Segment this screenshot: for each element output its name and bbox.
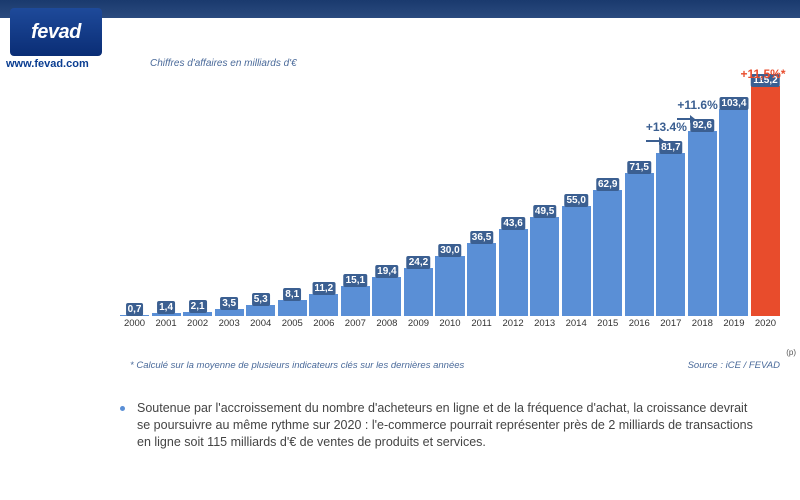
arrow-right-icon: [646, 137, 664, 145]
x-axis-label: 2002: [187, 318, 208, 329]
x-axis-label: 2004: [250, 318, 271, 329]
x-axis-label: 2015: [597, 318, 618, 329]
bar: 92,6: [688, 131, 717, 316]
bar-col: 30,0 2010: [435, 256, 464, 329]
bar-value-label: 11,2: [312, 282, 335, 295]
bar: 62,9: [593, 190, 622, 316]
chart-subtitle: Chiffres d'affaires en milliards d'€: [150, 58, 297, 69]
bar-col: 49,5 2013: [530, 217, 559, 329]
bar-col: 103,4 2019: [719, 109, 748, 329]
bar-value-label: 3,5: [220, 297, 238, 310]
x-axis-label: 2010: [439, 318, 460, 329]
arrow-right-icon: [677, 115, 695, 123]
bar-value-label: 1,4: [157, 301, 175, 314]
bar: 24,2: [404, 268, 433, 316]
x-axis-label: 2013: [534, 318, 555, 329]
bar-value-label: 19,4: [375, 265, 398, 278]
x-axis-label: 2017: [660, 318, 681, 329]
bar-col: 81,7 2017: [656, 153, 685, 329]
bar-value-label: 2,1: [189, 300, 207, 313]
x-axis-label: 2018: [692, 318, 713, 329]
x-axis-label: 2009: [408, 318, 429, 329]
bar-col: 15,1 2007: [341, 286, 370, 329]
bar-col: 2,1 2002: [183, 312, 212, 329]
bar-col: 36,5 2011: [467, 243, 496, 329]
bar: 15,1: [341, 286, 370, 316]
bar: 11,2: [309, 294, 338, 316]
bar: 49,5: [530, 217, 559, 316]
x-axis-label: 2007: [345, 318, 366, 329]
bar-col: 92,6 2018: [688, 131, 717, 329]
bar-value-label: 15,1: [344, 274, 367, 287]
x-axis-label: 2019: [723, 318, 744, 329]
growth-annotation: +11,5%*: [740, 67, 785, 81]
body-text: Soutenue par l'accroissement du nombre d…: [137, 400, 760, 451]
bar-col: 3,5 2003: [215, 309, 244, 329]
bar: 5,3: [246, 305, 275, 316]
bar: 71,5: [625, 173, 654, 316]
bar: 103,4: [719, 109, 748, 316]
x-axis-label: 2016: [629, 318, 650, 329]
bar: 43,6: [499, 229, 528, 316]
bar: 81,7: [656, 153, 685, 316]
header-strip: [0, 0, 800, 18]
bar-col: 62,9 2015: [593, 190, 622, 329]
bar-col: 71,5 2016: [625, 173, 654, 329]
bar: 115,2: [751, 86, 780, 316]
bar: 55,0: [562, 206, 591, 316]
bar: 2,1: [183, 312, 212, 316]
bar: 30,0: [435, 256, 464, 316]
bar: 0,7: [120, 315, 149, 316]
bar-col: 11,2 2006: [309, 294, 338, 329]
bar-value-label: 71,5: [628, 161, 651, 174]
bullet-icon: [120, 406, 125, 411]
x-axis-label: 2008: [376, 318, 397, 329]
bar-value-label: 36,5: [470, 231, 493, 244]
bar-value-label: 30,0: [438, 244, 461, 257]
x-axis-label: 2003: [219, 318, 240, 329]
bar: 3,5: [215, 309, 244, 316]
bar-value-label: 24,2: [407, 256, 430, 269]
logo-text: fevad: [31, 21, 81, 44]
bar: 1,4: [152, 313, 181, 316]
x-axis-label: 2001: [156, 318, 177, 329]
bar-col: 55,0 2014: [562, 206, 591, 329]
bar-value-label: 5,3: [252, 293, 270, 306]
bar-col: 1,4 2001: [152, 313, 181, 329]
site-url: www.fevad.com: [6, 58, 89, 70]
x-axis-label: 2011: [471, 318, 491, 329]
body-bullet: Soutenue par l'accroissement du nombre d…: [120, 400, 760, 451]
bar-value-label: 8,1: [283, 288, 301, 301]
bar-col: 0,7 2000: [120, 315, 149, 329]
bar-value-label: 55,0: [564, 194, 587, 207]
x-axis-label: 2006: [313, 318, 334, 329]
bar-col: 5,3 2004: [246, 305, 275, 329]
fevad-logo: fevad: [10, 8, 102, 56]
revenue-chart: 0,7 2000 1,4 2001 2,1 2002 3,5 2003 5,3 2004 8,1 20…: [120, 70, 780, 345]
bar-value-label: 0,7: [126, 303, 144, 316]
growth-annotation: +11.6%: [677, 98, 717, 126]
bar: 8,1: [278, 300, 307, 316]
chart-source: Source : iCE / FEVAD: [688, 360, 780, 371]
bar-col: 43,6 2012: [499, 229, 528, 329]
x-axis-label: 2014: [566, 318, 587, 329]
x-axis-label: 2020: [755, 318, 776, 329]
x-axis-label: 2012: [503, 318, 524, 329]
bar: 36,5: [467, 243, 496, 316]
bar-value-label: 43,6: [501, 217, 524, 230]
chart-footnote: * Calculé sur la moyenne de plusieurs in…: [130, 360, 464, 371]
bar-value-label: 49,5: [533, 205, 556, 218]
bar-value-label: 103,4: [719, 97, 748, 110]
bar-col: 24,2 2009: [404, 268, 433, 329]
x-axis-label: 2005: [282, 318, 303, 329]
x-axis-label: 2000: [124, 318, 145, 329]
bar-col: 115,2 2020: [751, 86, 780, 329]
bar-value-label: 62,9: [596, 178, 619, 191]
bar-col: 8,1 2005: [278, 300, 307, 329]
projection-note: (p): [786, 348, 796, 357]
bar-col: 19,4 2008: [372, 277, 401, 329]
bar: 19,4: [372, 277, 401, 316]
